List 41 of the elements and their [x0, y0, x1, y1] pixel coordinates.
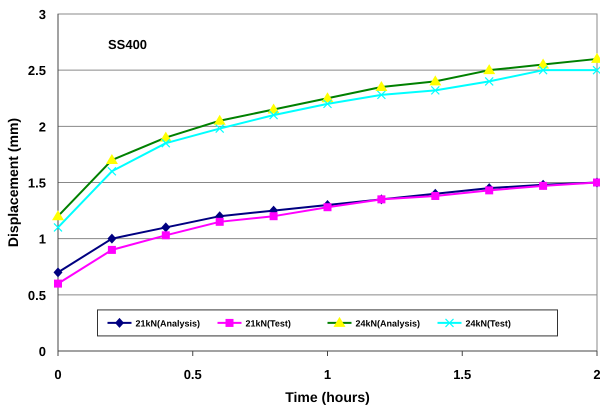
y-tick-label: 3	[38, 7, 46, 22]
legend-label: 21kN(Analysis)	[136, 318, 200, 328]
y-tick-label: 0.5	[28, 288, 46, 303]
x-tick-label: 2	[593, 367, 600, 382]
y-tick-label: 1.5	[28, 176, 46, 190]
y-axis-title: Displacement (mm)	[5, 118, 21, 248]
point	[107, 234, 116, 244]
point	[592, 66, 600, 75]
point	[161, 222, 170, 232]
legend-label: 24kN(Analysis)	[356, 318, 420, 328]
point	[484, 76, 494, 86]
point	[54, 280, 62, 288]
annotation: SS400	[108, 37, 148, 52]
point	[54, 267, 62, 278]
point	[322, 99, 332, 108]
point	[162, 231, 170, 240]
point	[430, 86, 440, 95]
x-tick-label: 1.5	[453, 367, 472, 382]
x-axis-title: Time (hours)	[285, 389, 370, 405]
point	[107, 166, 116, 176]
legend-label: 21kN(Test)	[246, 318, 291, 328]
point	[215, 124, 224, 134]
point	[216, 218, 224, 226]
y-tick-label: 2.5	[28, 63, 46, 78]
point	[485, 186, 494, 194]
y-tick-label: 1	[38, 232, 46, 247]
point	[269, 110, 278, 120]
point	[538, 66, 548, 75]
point	[324, 203, 332, 212]
point	[108, 246, 116, 254]
point	[376, 90, 386, 100]
point	[53, 222, 63, 232]
point	[431, 192, 440, 200]
point	[270, 212, 278, 220]
y-tick-label: 2	[38, 119, 46, 134]
x-tick-label: 0.5	[184, 367, 202, 382]
legend-label: 24kN(Test)	[466, 318, 511, 328]
x-tick-label: 0	[54, 367, 62, 382]
point	[161, 138, 170, 148]
x-tick-label: 1	[324, 367, 332, 382]
y-tick-label: 0	[38, 344, 46, 359]
